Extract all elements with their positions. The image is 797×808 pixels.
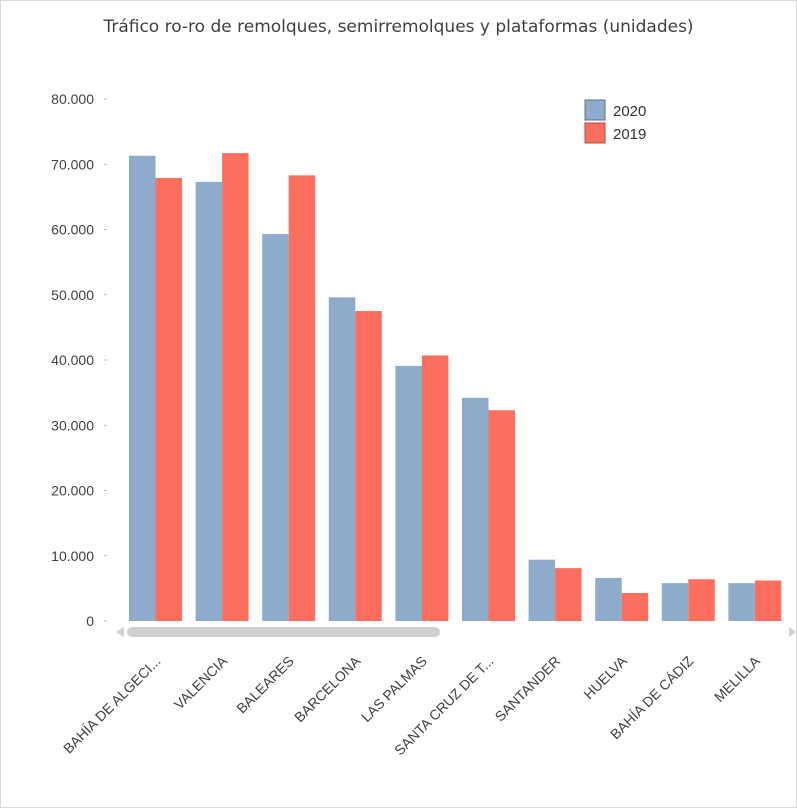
bar-2020[interactable]	[528, 559, 556, 621]
bars	[129, 153, 782, 621]
y-tick-label: 60.000	[51, 222, 94, 238]
legend-label-2019: 2019	[613, 126, 646, 143]
bar-2020[interactable]	[661, 583, 689, 621]
legend: 2020 2019	[584, 99, 646, 144]
bar-2019[interactable]	[754, 580, 782, 621]
y-tick-label: 20.000	[51, 483, 94, 499]
x-category-label: HUELVA	[580, 652, 630, 702]
x-category-label: BARCELONA	[291, 652, 364, 725]
horizontal-scrollbar[interactable]	[116, 627, 796, 637]
x-category-label: MELILLA	[711, 652, 764, 705]
x-axis-labels: BAHÍA DE ALGECI... VALENCIA BALEARESBARCEL…	[60, 652, 764, 758]
bar-2020[interactable]	[395, 365, 422, 621]
bar-2020[interactable]	[595, 577, 622, 621]
bar-2020[interactable]	[129, 155, 156, 621]
scroll-left-arrow[interactable]	[116, 627, 124, 637]
scroll-right-arrow[interactable]	[789, 627, 796, 637]
bar-2020[interactable]	[728, 583, 755, 621]
y-tick-label: 80.000	[51, 91, 94, 107]
y-tick-label: 30.000	[51, 417, 94, 433]
y-tick-label: 10.000	[51, 548, 94, 564]
y-tick-label: 40.000	[51, 352, 94, 368]
bar-2019[interactable]	[288, 175, 316, 621]
y-axis: 0 10.000 20.000 30.000 40.000 50.000 60.000 70.…	[51, 91, 107, 629]
bar-2019[interactable]	[355, 311, 382, 621]
bar-2019[interactable]	[155, 177, 183, 621]
x-category-label: BAHÍA DE ALGECI...	[60, 653, 164, 757]
bar-2020[interactable]	[262, 234, 289, 621]
x-category-label: LAS PALMAS	[358, 653, 430, 725]
y-tick-label: 0	[86, 613, 94, 629]
chart-title: Tráfico ro-ro de remolques, semirremolqu…	[103, 17, 694, 37]
bar-2020[interactable]	[195, 181, 223, 621]
bar-2019[interactable]	[621, 592, 649, 621]
legend-swatch-2020	[584, 99, 606, 121]
bar-2020[interactable]	[462, 397, 489, 621]
x-category-label: BALEARES	[233, 653, 297, 717]
y-tick-label: 70.000	[51, 156, 94, 172]
scroll-thumb[interactable]	[127, 627, 440, 637]
bar-2019[interactable]	[421, 355, 449, 621]
x-category-label: SANTANDER	[492, 653, 564, 725]
x-category-label: VALENCIA	[171, 652, 231, 712]
y-tick-label: 50.000	[51, 287, 94, 303]
bar-2020[interactable]	[328, 297, 356, 621]
bar-2019[interactable]	[488, 410, 516, 621]
legend-label-2020: 2020	[613, 103, 646, 120]
bar-2019[interactable]	[555, 568, 582, 621]
legend-swatch-2019	[584, 122, 606, 144]
bar-2019[interactable]	[688, 579, 715, 621]
bar-2019[interactable]	[222, 153, 249, 621]
